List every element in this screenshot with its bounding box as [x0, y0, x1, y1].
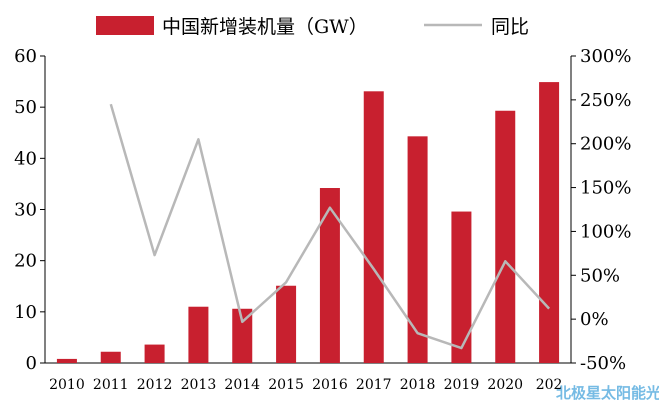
y-left-tick-label: 50 — [14, 97, 37, 118]
bar — [56, 358, 77, 363]
x-tick-label: 2018 — [400, 377, 436, 393]
x-tick-label: 2019 — [444, 377, 480, 393]
bar — [363, 91, 384, 364]
y-right-tick-label: 0% — [580, 309, 609, 330]
bar — [407, 136, 428, 363]
y-right-tick-label: 100% — [580, 221, 631, 242]
y-left-tick-label: 40 — [14, 148, 37, 169]
bar — [232, 308, 253, 363]
y-right-tick-label: 150% — [580, 178, 631, 199]
bar — [495, 110, 516, 363]
x-tick-label: 2015 — [268, 377, 304, 393]
watermark: 北极星太阳能光伏网 — [556, 384, 659, 402]
x-tick-label: 2016 — [312, 377, 348, 393]
bar — [451, 211, 472, 363]
x-tick-label: 2014 — [224, 377, 260, 393]
x-tick-label: 2012 — [137, 377, 173, 393]
y-left-tick-label: 60 — [14, 46, 37, 67]
x-tick-label: 2013 — [181, 377, 217, 393]
y-right-tick-label: 50% — [580, 265, 620, 286]
bar — [276, 285, 297, 363]
y-left-tick-label: 0 — [26, 353, 37, 374]
y-right-tick-label: 250% — [580, 90, 631, 111]
x-tick-label: 2010 — [49, 377, 85, 393]
bar — [319, 188, 340, 363]
y-left-tick-label: 10 — [14, 302, 37, 323]
bar — [188, 306, 209, 363]
x-tick-label: 202 — [536, 377, 563, 393]
x-tick-label: 2020 — [487, 377, 523, 393]
y-left-tick-label: 30 — [14, 200, 37, 221]
yoy-line — [109, 103, 551, 350]
legend-bar-swatch — [96, 16, 154, 35]
x-tick-label: 2017 — [356, 377, 392, 393]
y-right-tick-label: 200% — [580, 134, 631, 155]
y-left-tick-label: 20 — [14, 251, 37, 272]
bar — [539, 82, 560, 363]
y-right-tick-label: -50% — [580, 353, 626, 374]
legend-line-label: 同比 — [491, 16, 529, 38]
x-tick-label: 2011 — [93, 377, 129, 393]
plot-area: 0 10 20 30 40 50 60 -50% 0% 50% 100% 150% 200% 250% 30… — [14, 46, 631, 393]
bar — [100, 351, 121, 363]
legend-bar-label: 中国新增装机量（GW） — [162, 16, 368, 38]
y-right-tick-label: 300% — [580, 46, 631, 67]
bar — [144, 344, 165, 363]
legend: 中国新增装机量（GW） 同比 — [96, 16, 529, 38]
